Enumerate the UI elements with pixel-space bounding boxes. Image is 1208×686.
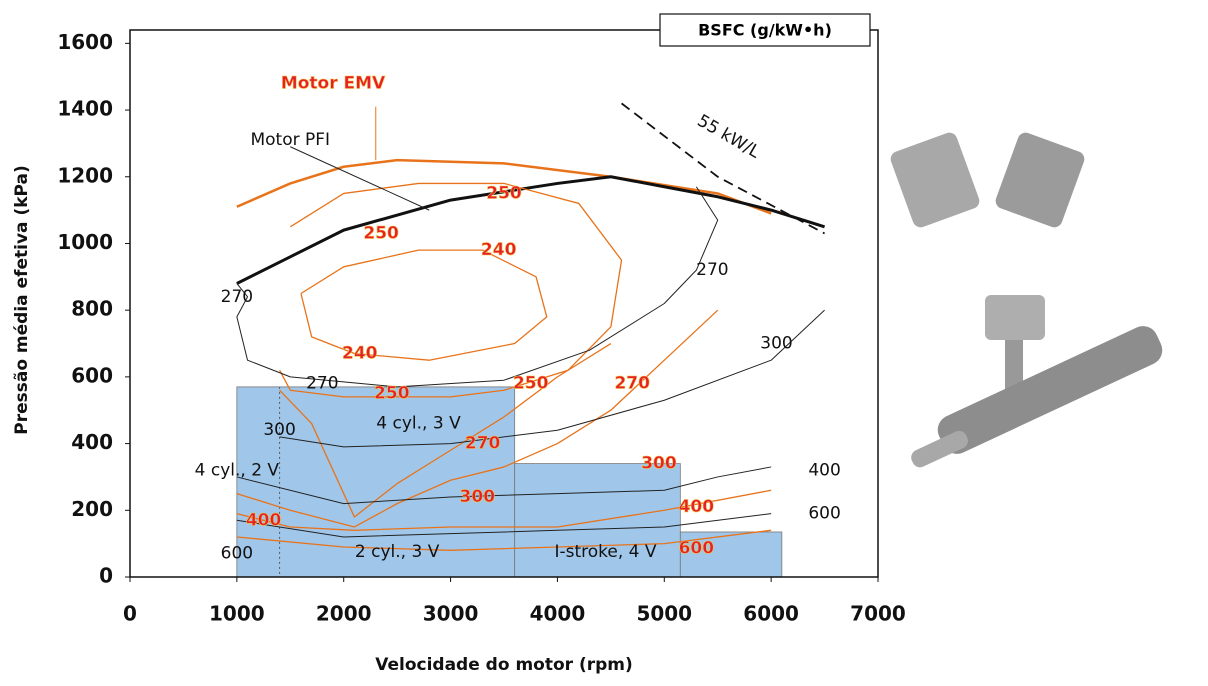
annotation: 300	[760, 334, 792, 354]
x-tick-label: 7000	[850, 602, 906, 626]
annotation: 600	[679, 539, 715, 559]
annotation: 55 kW/L	[694, 111, 764, 163]
annotation: 250	[363, 223, 399, 243]
y-tick-label: 1000	[57, 230, 113, 254]
x-axis-title: Velocidade do motor (rpm)	[375, 655, 633, 675]
x-tick-label: 2000	[316, 602, 372, 626]
x-tick-label: 1000	[209, 602, 265, 626]
x-tick-label: 0	[123, 602, 137, 626]
x-tick-label: 6000	[743, 602, 799, 626]
annotation: 300	[460, 487, 496, 507]
annotation: 400	[679, 497, 715, 517]
annotation: 600	[808, 504, 840, 524]
annotation: 250	[513, 374, 549, 394]
engine-illustration	[888, 130, 1167, 469]
y-tick-label: 200	[71, 497, 113, 521]
annotation: 300	[641, 454, 677, 474]
contour-line	[290, 147, 429, 210]
x-tick-label: 4000	[530, 602, 586, 626]
annotation: 240	[481, 240, 517, 260]
annotation: 270	[221, 287, 253, 307]
annotation: 270	[465, 434, 501, 454]
annotation: Motor PFI	[250, 130, 330, 150]
contour-line	[237, 177, 825, 284]
y-tick-label: 800	[71, 297, 113, 321]
contour-line	[280, 183, 622, 396]
contour-line	[301, 250, 547, 360]
annotation: I-stroke, 4 V	[554, 542, 656, 562]
chart: Velocidade do motor (rpm) Pressão média …	[0, 0, 1208, 686]
annotation: 250	[486, 183, 522, 203]
y-tick-label: 400	[71, 430, 113, 454]
y-tick-label: 1200	[57, 163, 113, 187]
annotation: 400	[246, 510, 282, 530]
annotation: 4 cyl., 3 V	[376, 414, 461, 434]
contour-line	[237, 187, 718, 387]
annotation: 250	[374, 384, 410, 404]
y-axis-title: Pressão média efetiva (kPa)	[12, 165, 32, 435]
y-tick-label: 1600	[57, 30, 113, 54]
annotation: 240	[342, 344, 378, 364]
annotation: 270	[696, 260, 728, 280]
y-tick-label: 0	[99, 564, 113, 588]
annotation: 2 cyl., 3 V	[355, 542, 440, 562]
annotation: 270	[306, 374, 338, 394]
annotation: 300	[263, 420, 295, 440]
legend-title: BSFC (g/kW•h)	[698, 21, 832, 40]
x-tick-label: 3000	[423, 602, 479, 626]
annotation: 600	[221, 544, 253, 564]
annotation: Motor EMV	[281, 73, 386, 93]
y-tick-label: 1400	[57, 97, 113, 121]
annotation: 4 cyl., 2 V	[195, 460, 280, 480]
annotation: 400	[808, 460, 840, 480]
y-tick-label: 600	[71, 363, 113, 387]
x-tick-label: 5000	[636, 602, 692, 626]
annotation: 270	[614, 374, 650, 394]
